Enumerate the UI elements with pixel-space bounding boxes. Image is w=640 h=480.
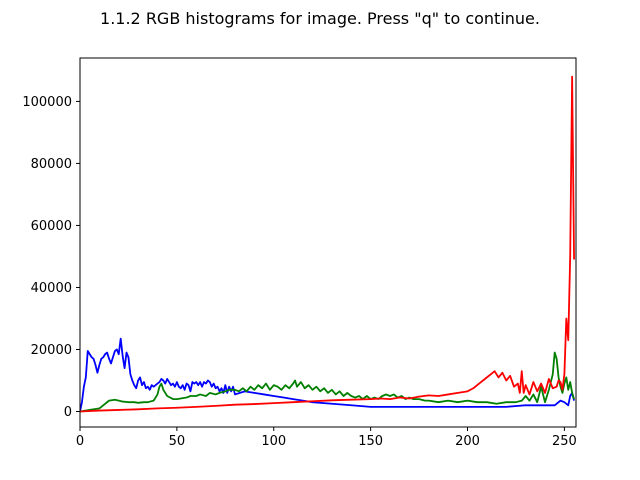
series-line-0 [80, 337, 575, 412]
x-tick-label: 100 [261, 434, 286, 449]
x-tick-label: 250 [552, 434, 577, 449]
x-tick-label: 50 [169, 434, 186, 449]
y-tick-label: 80000 [31, 157, 72, 172]
y-tick-label: 40000 [31, 281, 72, 296]
x-tick-label: 150 [358, 434, 383, 449]
y-tick-label: 20000 [31, 343, 72, 358]
y-tick-label: 0 [64, 405, 72, 420]
series-line-2 [80, 75, 575, 413]
plot-frame [79, 57, 577, 428]
axes-layer: 0 50 100 150 200 250 0 20000 40000 60000 80000 1000… [22, 57, 577, 449]
chart-title: 1.1.2 RGB histograms for image. Press "q… [100, 9, 540, 28]
x-tick-label: 200 [455, 434, 480, 449]
series-layer [80, 75, 575, 413]
series-line-1 [80, 351, 575, 413]
y-tick-label: 100000 [22, 95, 72, 110]
y-tick-label: 60000 [31, 219, 72, 234]
x-tick-label: 0 [76, 434, 84, 449]
